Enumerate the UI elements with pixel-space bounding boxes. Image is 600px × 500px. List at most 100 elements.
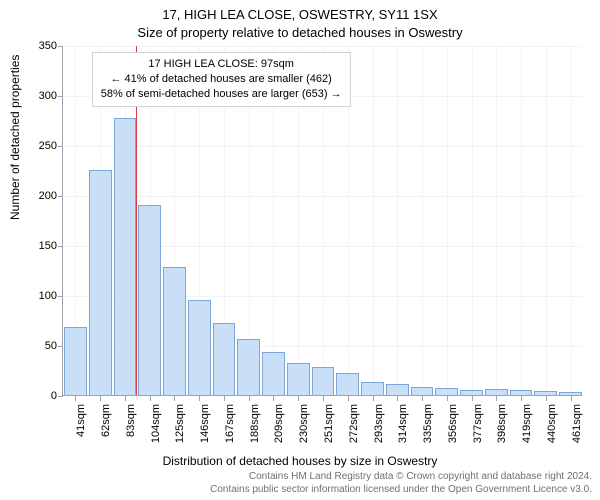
ytick-mark	[58, 246, 63, 247]
xtick-label: 188sqm	[249, 404, 261, 454]
ytick-mark	[58, 396, 63, 397]
xtick-label: 125sqm	[174, 404, 186, 454]
ytick-label: 200	[23, 190, 57, 202]
xtick-mark	[571, 396, 572, 401]
xtick-mark	[75, 396, 76, 401]
histogram-bar	[361, 382, 384, 395]
chart-title-address: 17, HIGH LEA CLOSE, OSWESTRY, SY11 1SX	[0, 6, 600, 24]
xtick-label: 293sqm	[373, 404, 385, 454]
ytick-mark	[58, 146, 63, 147]
xtick-label: 356sqm	[447, 404, 459, 454]
xtick-mark	[521, 396, 522, 401]
ytick-label: 350	[23, 40, 57, 52]
ytick-mark	[58, 196, 63, 197]
x-axis-label: Distribution of detached houses by size …	[0, 454, 600, 468]
gridline-v	[496, 46, 497, 395]
y-axis-label: Number of detached properties	[8, 55, 22, 220]
xtick-mark	[249, 396, 250, 401]
histogram-bar	[460, 390, 483, 395]
ytick-label: 0	[23, 390, 57, 402]
gridline-v	[447, 46, 448, 395]
histogram-bar	[312, 367, 335, 395]
gridline-v	[422, 46, 423, 395]
histogram-bar	[559, 392, 582, 395]
xtick-label: 62sqm	[100, 404, 112, 454]
histogram-bar	[114, 118, 137, 395]
histogram-bar	[386, 384, 409, 395]
ytick-mark	[58, 46, 63, 47]
xtick-mark	[125, 396, 126, 401]
xtick-mark	[298, 396, 299, 401]
annotation-box: 17 HIGH LEA CLOSE: 97sqm ← 41% of detach…	[92, 52, 351, 107]
xtick-mark	[422, 396, 423, 401]
histogram-bar	[411, 387, 434, 395]
footer-line-2: Contains public sector information licen…	[210, 484, 592, 497]
histogram-bar	[485, 389, 508, 395]
annotation-line-3: 58% of semi-detached houses are larger (…	[101, 87, 342, 102]
xtick-mark	[447, 396, 448, 401]
ytick-label: 300	[23, 90, 57, 102]
gridline-v	[546, 46, 547, 395]
ytick-label: 250	[23, 140, 57, 152]
xtick-mark	[174, 396, 175, 401]
xtick-mark	[348, 396, 349, 401]
xtick-label: 461sqm	[571, 404, 583, 454]
xtick-mark	[100, 396, 101, 401]
histogram-bar	[163, 267, 186, 395]
xtick-label: 440sqm	[546, 404, 558, 454]
histogram-bar	[213, 323, 236, 395]
xtick-mark	[150, 396, 151, 401]
annotation-line-1: 17 HIGH LEA CLOSE: 97sqm	[101, 57, 342, 72]
histogram-bar	[89, 170, 112, 395]
xtick-label: 230sqm	[298, 404, 310, 454]
histogram-bar	[534, 391, 557, 395]
annotation-line-2: ← 41% of detached houses are smaller (46…	[101, 72, 342, 87]
xtick-mark	[224, 396, 225, 401]
xtick-mark	[273, 396, 274, 401]
xtick-label: 209sqm	[273, 404, 285, 454]
xtick-mark	[323, 396, 324, 401]
gridline-v	[571, 46, 572, 395]
xtick-label: 104sqm	[150, 404, 162, 454]
xtick-label: 272sqm	[348, 404, 360, 454]
footer-line-1: Contains HM Land Registry data © Crown c…	[210, 471, 592, 484]
xtick-mark	[199, 396, 200, 401]
ytick-mark	[58, 346, 63, 347]
xtick-label: 167sqm	[224, 404, 236, 454]
xtick-label: 377sqm	[472, 404, 484, 454]
gridline-v	[397, 46, 398, 395]
ytick-mark	[58, 296, 63, 297]
chart-titles: 17, HIGH LEA CLOSE, OSWESTRY, SY11 1SX S…	[0, 0, 600, 41]
chart-title-subtitle: Size of property relative to detached ho…	[0, 24, 600, 42]
histogram-bar	[262, 352, 285, 395]
xtick-label: 83sqm	[125, 404, 137, 454]
xtick-mark	[546, 396, 547, 401]
xtick-label: 251sqm	[323, 404, 335, 454]
ytick-label: 50	[23, 340, 57, 352]
xtick-label: 398sqm	[496, 404, 508, 454]
ytick-label: 150	[23, 240, 57, 252]
xtick-mark	[472, 396, 473, 401]
histogram-bar	[64, 327, 87, 395]
gridline-v	[373, 46, 374, 395]
xtick-mark	[373, 396, 374, 401]
histogram-bar	[138, 205, 161, 395]
histogram-bar	[336, 373, 359, 395]
xtick-mark	[397, 396, 398, 401]
gridline-v	[472, 46, 473, 395]
gridline-v	[521, 46, 522, 395]
histogram-bar	[237, 339, 260, 395]
xtick-mark	[496, 396, 497, 401]
xtick-label: 41sqm	[75, 404, 87, 454]
xtick-label: 419sqm	[521, 404, 533, 454]
xtick-label: 335sqm	[422, 404, 434, 454]
histogram-bar	[510, 390, 533, 395]
chart-container: 17, HIGH LEA CLOSE, OSWESTRY, SY11 1SX S…	[0, 0, 600, 500]
xtick-label: 314sqm	[397, 404, 409, 454]
histogram-bar	[287, 363, 310, 395]
histogram-bar	[188, 300, 211, 395]
footer-attribution: Contains HM Land Registry data © Crown c…	[210, 471, 592, 496]
histogram-bar	[435, 388, 458, 395]
ytick-label: 100	[23, 290, 57, 302]
xtick-label: 146sqm	[199, 404, 211, 454]
